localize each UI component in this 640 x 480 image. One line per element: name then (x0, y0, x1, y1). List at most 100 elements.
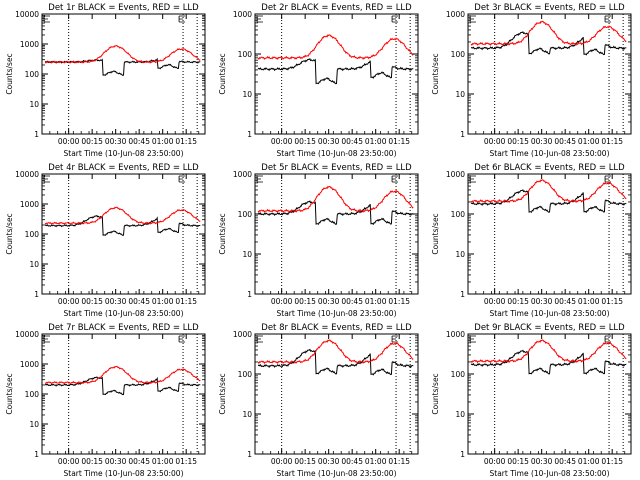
y-axis-label: Counts/sec (5, 53, 14, 94)
y-tick-label: 100 (451, 370, 466, 379)
x-axis-label: Start Time (10-Jun-08 23:50:00) (277, 469, 397, 478)
x-axis-label: Start Time (10-Jun-08 23:50:00) (490, 309, 610, 318)
plot-frame (467, 333, 632, 455)
y-tick-label: 100 (25, 70, 40, 79)
x-tick-label: 01:00 (365, 457, 387, 466)
x-tick-label: 00:15 (507, 297, 529, 306)
x-tick-label: 00:30 (531, 457, 553, 466)
y-tick-label: 10000 (15, 170, 39, 179)
x-tick-label: 00:45 (554, 297, 576, 306)
y-axis-label: Counts/sec (431, 53, 440, 94)
y-tick-label: 1000 (233, 10, 252, 19)
y-tick-label: 1000 (20, 200, 39, 209)
x-tick-label: 00:45 (128, 457, 150, 466)
chart-panel-8: Det 8r BLACK = Events, RED = LLD Counts/s… (218, 323, 419, 478)
chart-title: Det 2r BLACK = Events, RED = LLD (261, 3, 412, 13)
y-tick-label: 10 (455, 90, 465, 99)
corner-glyph-left (469, 15, 476, 23)
x-tick-label: 00:15 (294, 457, 316, 466)
x-axis-label: Start Time (10-Jun-08 23:50:00) (64, 149, 184, 158)
x-tick-label: 01:15 (601, 137, 623, 146)
x-tick-label: 00:30 (105, 457, 127, 466)
chart-title: Det 1r BLACK = Events, RED = LLD (48, 3, 199, 13)
y-tick-label: 10000 (15, 330, 39, 339)
x-tick-label: 00:30 (531, 297, 553, 306)
y-tick-label: 1000 (20, 40, 39, 49)
series-lld-line (470, 339, 627, 364)
corner-glyph-right (391, 15, 399, 23)
y-tick-label: 10 (242, 250, 252, 259)
x-tick-label: 01:00 (152, 137, 174, 146)
x-axis-label: Start Time (10-Jun-08 23:50:00) (64, 469, 184, 478)
y-tick-label: 1 (34, 290, 39, 299)
x-axis-label: Start Time (10-Jun-08 23:50:00) (277, 149, 397, 158)
y-axis-label: Counts/sec (5, 373, 14, 414)
x-tick-label: 00:30 (105, 137, 127, 146)
x-tick-label: 00:30 (318, 297, 340, 306)
corner-glyph-right (391, 175, 399, 183)
x-tick-label: 00:45 (128, 297, 150, 306)
chart-panel-1: Det 1r BLACK = Events, RED = LLD Counts/s… (5, 3, 206, 158)
chart-title: Det 6r BLACK = Events, RED = LLD (474, 163, 625, 173)
y-tick-label: 1000 (20, 360, 39, 369)
x-tick-label: 00:15 (81, 137, 103, 146)
y-tick-label: 1 (247, 450, 252, 459)
x-tick-label: 00:00 (484, 297, 506, 306)
corner-glyph-right (604, 335, 612, 343)
plot-frame (254, 333, 419, 455)
x-tick-label: 00:00 (271, 137, 293, 146)
x-tick-label: 00:00 (58, 297, 80, 306)
y-tick-label: 1 (460, 450, 465, 459)
x-tick-label: 01:15 (388, 457, 410, 466)
y-tick-label: 1000 (446, 10, 465, 19)
x-tick-label: 01:00 (578, 137, 600, 146)
x-axis-label: Start Time (10-Jun-08 23:50:00) (490, 469, 610, 478)
corner-glyph-left (43, 335, 50, 343)
x-axis-label: Start Time (10-Jun-08 23:50:00) (490, 149, 610, 158)
y-tick-label: 10 (29, 420, 39, 429)
chart-panel-2: Det 2r BLACK = Events, RED = LLD Counts/s… (218, 3, 419, 158)
x-tick-label: 00:30 (105, 297, 127, 306)
corner-glyph-right (178, 335, 186, 343)
chart-panel-4: Det 4r BLACK = Events, RED = LLD Counts/s… (5, 163, 206, 318)
x-tick-label: 00:15 (507, 137, 529, 146)
chart-title: Det 4r BLACK = Events, RED = LLD (48, 163, 199, 173)
series-events-line (470, 349, 627, 375)
y-tick-label: 10 (455, 410, 465, 419)
corner-glyph-right (604, 175, 612, 183)
x-tick-label: 01:15 (601, 457, 623, 466)
x-tick-label: 01:00 (578, 457, 600, 466)
y-tick-label: 100 (238, 50, 253, 59)
y-tick-label: 10 (242, 410, 252, 419)
series-lld-line (257, 339, 414, 365)
corner-glyph-right (178, 175, 186, 183)
y-tick-label: 100 (25, 390, 40, 399)
y-tick-label: 10 (242, 90, 252, 99)
x-tick-label: 00:00 (484, 137, 506, 146)
x-axis-label: Start Time (10-Jun-08 23:50:00) (277, 309, 397, 318)
y-axis-label: Counts/sec (218, 373, 227, 414)
x-tick-label: 01:15 (175, 457, 197, 466)
x-tick-label: 00:00 (271, 457, 293, 466)
chart-panel-5: Det 5r BLACK = Events, RED = LLD Counts/s… (218, 163, 419, 318)
plot-frame (254, 13, 419, 135)
y-tick-label: 10 (29, 260, 39, 269)
corner-glyph-left (469, 335, 476, 343)
y-tick-label: 100 (25, 230, 40, 239)
y-tick-label: 1000 (233, 330, 252, 339)
series-lld-line (470, 20, 627, 46)
x-tick-label: 01:15 (388, 297, 410, 306)
x-tick-label: 00:45 (341, 297, 363, 306)
x-tick-label: 00:45 (341, 137, 363, 146)
chart-panel-6: Det 6r BLACK = Events, RED = LLD Counts/s… (431, 163, 632, 318)
chart-title: Det 7r BLACK = Events, RED = LLD (48, 323, 199, 333)
corner-glyph-left (256, 15, 263, 23)
x-tick-label: 00:00 (58, 137, 80, 146)
y-tick-label: 100 (451, 50, 466, 59)
series-events-line (257, 348, 414, 376)
series-events-line (44, 376, 201, 396)
y-tick-label: 1 (247, 290, 252, 299)
series-events-line (257, 200, 414, 226)
plot-frame (41, 13, 206, 135)
chart-panel-7: Det 7r BLACK = Events, RED = LLD Counts/s… (5, 323, 206, 478)
